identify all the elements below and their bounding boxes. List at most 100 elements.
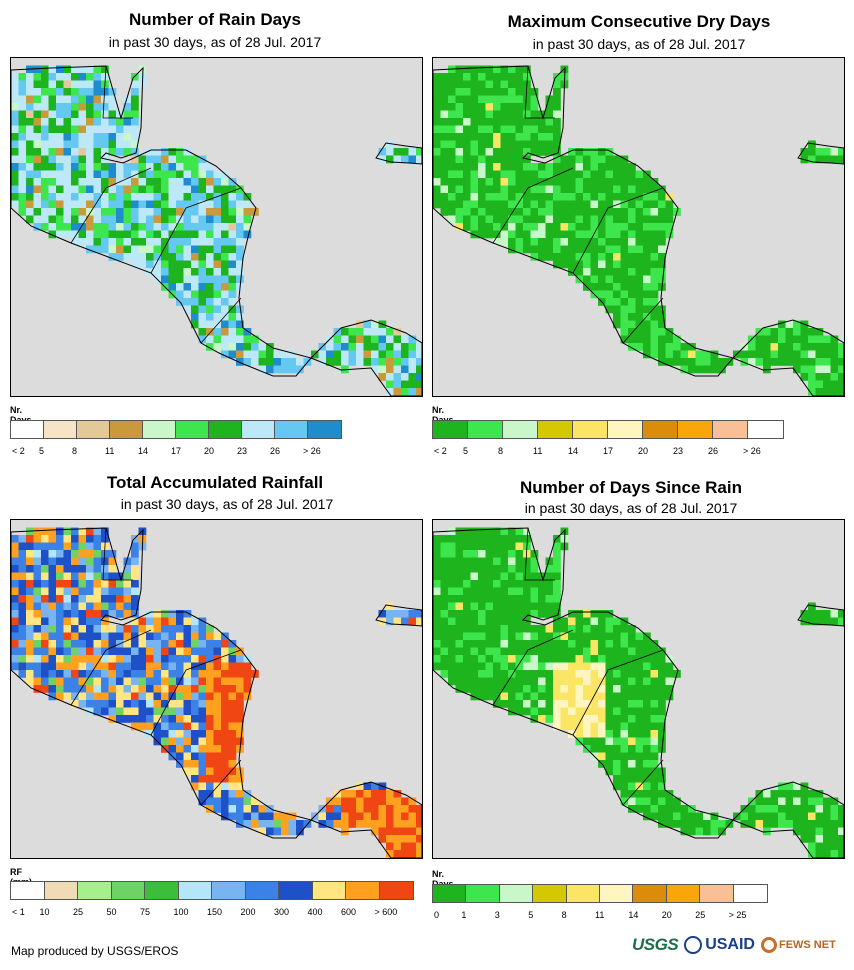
legend-swatch xyxy=(176,421,209,438)
footer-logos: USGS USAID FEWS NET xyxy=(632,932,836,958)
country-border xyxy=(310,337,332,359)
legend-label: 1 xyxy=(461,910,467,920)
legend-swatch xyxy=(733,885,767,902)
usaid-logo: USAID xyxy=(684,936,755,954)
legend-label: 26 xyxy=(270,446,281,456)
legend-label: < 2 xyxy=(12,446,25,456)
legend-label: 14 xyxy=(138,446,149,456)
legend-label: 23 xyxy=(237,446,248,456)
legend-swatch xyxy=(44,421,77,438)
legend-label: 14 xyxy=(568,446,579,456)
legend-label: 17 xyxy=(603,446,614,456)
map-grid-cells xyxy=(433,527,844,858)
legend-label: 300 xyxy=(274,907,290,917)
legend-swatch xyxy=(573,421,608,438)
legend-swatch xyxy=(433,421,468,438)
country-border xyxy=(102,65,133,119)
rain-days-map-svg xyxy=(11,65,422,396)
legend-swatch xyxy=(633,885,667,902)
days-since-rain-map-svg xyxy=(433,527,844,858)
country-border xyxy=(200,759,242,806)
legend-swatch xyxy=(77,421,110,438)
total-rainfall-map xyxy=(10,519,423,859)
legend-label: 8 xyxy=(561,910,567,920)
country-border xyxy=(732,799,754,821)
legend-label: 8 xyxy=(72,446,78,456)
legend-label: 10 xyxy=(39,907,50,917)
island-coastline xyxy=(797,604,844,627)
legend-bar xyxy=(432,420,784,439)
country-border xyxy=(732,337,754,359)
country-border xyxy=(492,167,574,244)
legend-swatch xyxy=(566,885,600,902)
country-border xyxy=(150,187,242,274)
legend-label: 14 xyxy=(628,910,639,920)
legend-swatch xyxy=(666,885,701,902)
legend-swatch xyxy=(678,421,713,438)
legend-bar xyxy=(10,420,342,439)
legend-label: < 2 xyxy=(434,446,447,456)
legend-swatch xyxy=(110,421,143,438)
fews-net-logo: FEWS NET xyxy=(760,937,836,953)
legend-swatch xyxy=(379,882,413,899)
legend-label: 17 xyxy=(171,446,182,456)
coastline xyxy=(11,527,422,858)
country-border xyxy=(102,527,133,581)
legend-label: 25 xyxy=(695,910,706,920)
legend-label: 20 xyxy=(661,910,672,920)
legend-label: 20 xyxy=(638,446,649,456)
legend-swatch xyxy=(78,882,112,899)
legend-label: 5 xyxy=(528,910,534,920)
legend-swatch xyxy=(275,421,308,438)
panel-title: Maximum Consecutive Dry Days xyxy=(507,12,771,31)
fews-logo-text: FEWS NET xyxy=(778,939,836,951)
legend-swatch xyxy=(143,421,176,438)
island-coastline xyxy=(375,142,422,165)
legend-swatch xyxy=(468,421,503,438)
legend-label: 75 xyxy=(140,907,151,917)
map-grid-cells xyxy=(433,65,844,396)
island-coastline xyxy=(797,142,844,165)
legend-swatch xyxy=(700,885,734,902)
legend-label: 5 xyxy=(39,446,45,456)
legend-swatch xyxy=(748,421,783,438)
legend-swatch xyxy=(178,882,212,899)
coastline xyxy=(433,65,844,396)
legend-label: 200 xyxy=(240,907,256,917)
days-since-rain-map xyxy=(432,519,845,859)
legend-swatch xyxy=(608,421,643,438)
legend-label: > 26 xyxy=(743,446,761,456)
legend-label: 400 xyxy=(307,907,323,917)
fews-globe-icon xyxy=(760,937,777,953)
rain-days-map xyxy=(10,57,423,397)
legend-label: > 25 xyxy=(728,910,747,920)
legend-label: 26 xyxy=(708,446,719,456)
legend-label: 0 xyxy=(434,910,440,920)
legend-swatch xyxy=(499,885,534,902)
legend-label: 150 xyxy=(207,907,223,917)
legend-swatch xyxy=(599,885,634,902)
country-border xyxy=(524,527,555,581)
legend-label: 600 xyxy=(341,907,357,917)
coastline xyxy=(11,65,422,396)
legend-label: 11 xyxy=(533,446,543,456)
usaid-logo-text: USAID xyxy=(705,936,755,953)
legend-swatch xyxy=(242,421,275,438)
panel-title: Number of Rain Days xyxy=(129,10,301,29)
max-dry-days-map xyxy=(432,57,845,397)
country-border xyxy=(310,799,332,821)
legend-label: 20 xyxy=(204,446,215,456)
country-border xyxy=(572,187,664,274)
legend-swatch xyxy=(212,882,246,899)
legend-label: 11 xyxy=(595,910,605,920)
legend-swatch xyxy=(533,885,567,902)
island-coastline xyxy=(375,604,422,627)
total-rainfall-map-svg xyxy=(11,527,422,858)
max-dry-days-map-svg xyxy=(433,65,844,396)
legend-label: > 600 xyxy=(374,907,398,917)
legend-swatch xyxy=(538,421,573,438)
country-border xyxy=(150,649,242,736)
legend-swatch xyxy=(44,882,78,899)
legend-label: 5 xyxy=(463,446,469,456)
country-border xyxy=(622,759,664,806)
